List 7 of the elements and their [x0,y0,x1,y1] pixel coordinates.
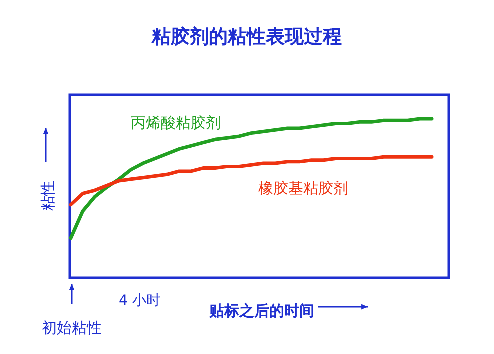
series-label: 丙烯酸粘胶剂 [131,114,222,132]
chart-title: 粘胶剂的粘性表现过程 [151,26,342,48]
series-label: 橡胶基粘胶剂 [258,180,349,198]
text: 4 小时 [119,293,160,309]
text: 初始粘性 [42,319,102,337]
x-axis-title: 贴标之后的时间 [208,302,314,320]
y-axis-title: 粘性 [39,181,57,211]
